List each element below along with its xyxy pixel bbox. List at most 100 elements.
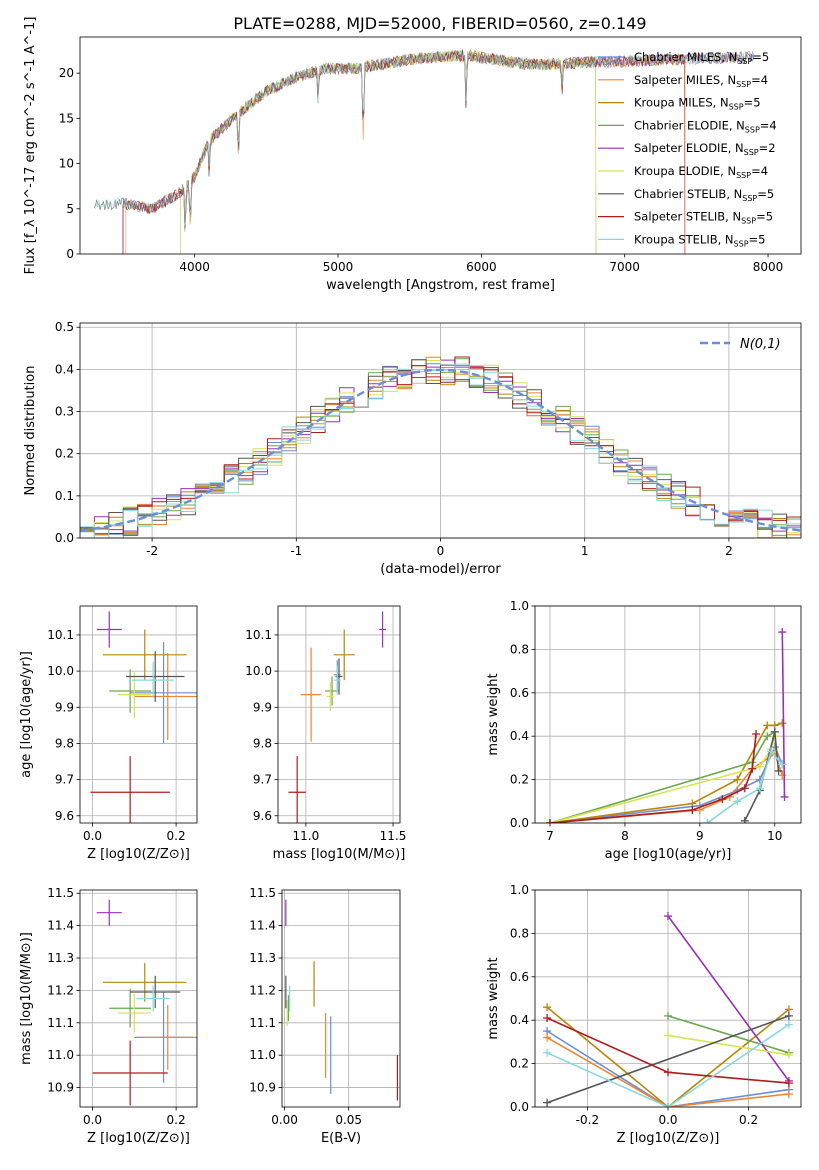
y-tick-label: 0.0 <box>510 816 529 830</box>
y-tick-label: 10.1 <box>245 628 272 642</box>
y-tick-label: 9.6 <box>253 809 272 823</box>
y-tick-label: 9.9 <box>55 700 74 714</box>
y-tick-label: 0.8 <box>510 926 529 940</box>
legend-sep: , N <box>713 96 729 110</box>
y-tick-label: 11.1 <box>249 1016 276 1030</box>
gaussian-reference-curve <box>80 368 801 532</box>
legend-eq: = <box>760 118 770 132</box>
plot-area <box>80 356 801 538</box>
y-tick-label: 0 <box>66 247 74 261</box>
plot-area <box>90 611 197 823</box>
x-axis-label: Z [log10(Z/Z⊙)] <box>87 1131 190 1146</box>
age-vs-mass-panel: 11.0 11.5 9.6 9.7 9.8 9.9 10.0 10.1 mass [log10(… <box>245 605 407 862</box>
x-tick-label: 11.5 <box>380 829 407 843</box>
legend-entry: Chabrier MILES, NSSP=5 <box>634 50 769 66</box>
weight-point-marker <box>664 1011 672 1020</box>
axes-frame <box>534 605 802 824</box>
y-tick-label: 0.4 <box>55 362 74 376</box>
x-tick-label: 0.2 <box>167 1113 186 1127</box>
weight-point-marker <box>780 792 789 801</box>
weight-point-marker <box>763 732 772 741</box>
weight-point-marker <box>763 721 772 730</box>
x-tick-label: 0.00 <box>271 1113 298 1127</box>
weight-point-marker <box>543 1048 552 1057</box>
x-tick-label: 8 <box>621 829 629 843</box>
weight-series-line <box>781 631 786 798</box>
axes-frame <box>281 889 401 1108</box>
spectrum-line <box>122 49 686 254</box>
y-tick-label: 0.8 <box>510 642 529 656</box>
x-tick-label: 0.05 <box>335 1113 362 1127</box>
weight-series-line <box>546 1015 790 1104</box>
legend-entry: Chabrier STELIB, NSSP=5 <box>634 187 774 203</box>
y-tick-label: 11.4 <box>249 919 276 933</box>
legend-model-name: Salpeter MILES <box>634 73 720 87</box>
y-tick-label: 20 <box>59 66 74 80</box>
spectrum-panel: 4000 5000 6000 7000 8000 0 5 10 15 20 wavelength [… <box>23 17 802 293</box>
x-axis-label: wavelength [Angstrom, rest frame] <box>326 278 555 293</box>
y-tick-label: 0.0 <box>55 531 74 545</box>
weight-point-marker <box>740 784 749 793</box>
legend-model-name: Kroupa STELIB <box>634 232 718 246</box>
weight-point-marker <box>688 805 697 814</box>
weight-point-marker <box>767 747 776 756</box>
legend-nssp: 5 <box>753 96 760 110</box>
weight-point-marker <box>664 912 672 921</box>
weight-point-marker <box>778 760 787 769</box>
y-tick-label: 10.0 <box>47 664 74 678</box>
axes-frame <box>534 889 802 1108</box>
legend-entry: Kroupa STELIB, NSSP=5 <box>634 232 766 248</box>
y-axis-label: Flux [f_λ 10^-17 erg cm^-2 s^-1 A^-1] <box>23 17 38 275</box>
x-axis-label: E(B-V) <box>321 1131 361 1146</box>
weight-series-line <box>546 1006 790 1107</box>
plot-area <box>285 899 399 1101</box>
x-tick-label: 0.2 <box>167 829 186 843</box>
weight-point-marker <box>543 1003 552 1012</box>
legend-sep: , N <box>721 50 737 64</box>
legend-subscript: SSP <box>742 194 757 203</box>
y-tick-label: 10.9 <box>47 1081 74 1095</box>
plot-area <box>94 49 754 254</box>
weight-series-line <box>546 1036 789 1107</box>
legend-entry: Kroupa MILES, NSSP=5 <box>634 96 761 112</box>
x-tick-label: 6000 <box>466 260 497 274</box>
legend-eq: = <box>744 96 754 110</box>
legend-sep: , N <box>726 187 742 201</box>
axes-frame <box>79 605 198 824</box>
legend-subscript: SSP <box>737 57 752 66</box>
x-tick-label: 5000 <box>323 260 354 274</box>
x-tick-label: 10 <box>767 829 782 843</box>
y-tick-label: 0.3 <box>55 405 74 419</box>
y-tick-label: 0.6 <box>510 686 529 700</box>
y-tick-label: 9.7 <box>55 773 74 787</box>
legend-entry: Salpeter STELIB, NSSP=5 <box>634 210 773 226</box>
mass-vs-metallicity-panel: 0.0 0.2 10.9 11.0 11.1 11.2 11.3 11.4 11.5 Z [log… <box>19 886 198 1146</box>
histogram-series <box>80 356 801 535</box>
x-tick-label: 0.0 <box>83 829 102 843</box>
weight-series-line <box>549 735 776 823</box>
y-tick-label: 5 <box>66 202 74 216</box>
legend-subscript: SSP <box>736 80 751 89</box>
legend-model-name: Chabrier MILES <box>634 50 721 64</box>
y-tick-label: 11.5 <box>249 886 276 900</box>
y-axis-label: mass weight <box>486 673 501 755</box>
legend-entry: Salpeter MILES, NSSP=4 <box>634 73 768 89</box>
legend-eq: = <box>759 141 769 155</box>
x-axis-label: mass [log10(M/M⊙)] <box>273 847 406 862</box>
y-tick-label: 9.8 <box>55 736 74 750</box>
y-tick-label: 10.9 <box>249 1081 276 1095</box>
weight-point-marker <box>718 795 727 804</box>
x-tick-label: 8000 <box>753 260 784 274</box>
legend-sep: , N <box>729 118 745 132</box>
spectrum-line <box>94 49 754 226</box>
weight-series-line <box>549 731 776 823</box>
weight-point-marker <box>664 1031 672 1040</box>
legend-model-name: Chabrier STELIB <box>634 187 726 201</box>
plot-area <box>288 611 387 823</box>
y-tick-label: 0.2 <box>510 1057 529 1071</box>
legend-sep: , N <box>728 141 744 155</box>
y-tick-label: 0.2 <box>55 447 74 461</box>
x-tick-label: 11.0 <box>293 829 320 843</box>
